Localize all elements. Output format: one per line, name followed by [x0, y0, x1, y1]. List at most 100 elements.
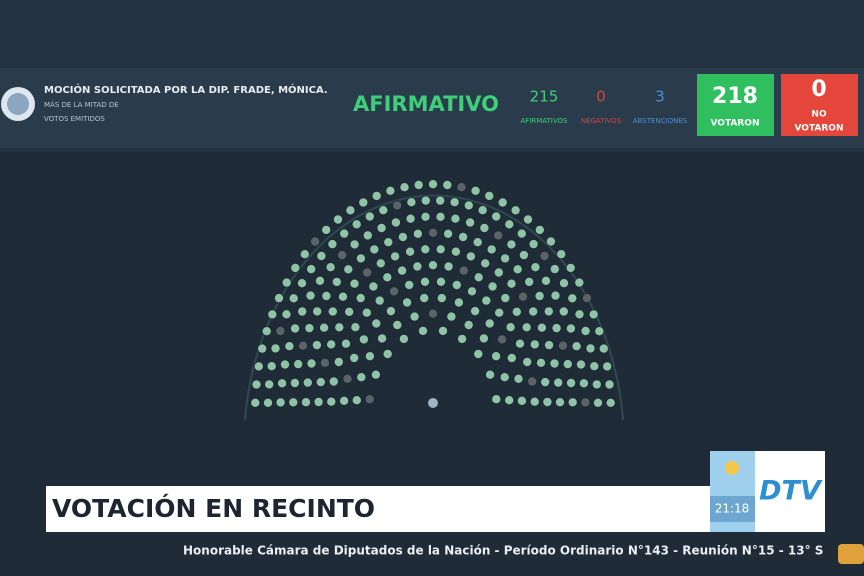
seat: [326, 396, 337, 407]
seat: [479, 222, 490, 233]
seat: [523, 214, 534, 225]
seat: [253, 361, 264, 372]
seat: [311, 340, 322, 351]
seat: [435, 244, 446, 255]
seat: [487, 281, 498, 292]
seat: [362, 230, 373, 241]
seat: [470, 306, 481, 317]
seat: [290, 262, 301, 273]
seat: [392, 200, 403, 211]
seat: [405, 213, 416, 224]
seat: [574, 309, 585, 320]
seat: [344, 306, 355, 317]
seat: [524, 276, 535, 287]
channel-panel: [755, 451, 825, 532]
seat: [506, 239, 517, 250]
seat: [385, 185, 396, 196]
seat: [470, 185, 481, 196]
seat: [582, 293, 593, 304]
seat: [378, 205, 389, 216]
seat: [585, 343, 596, 354]
seat: [465, 217, 476, 228]
seat: [427, 260, 438, 271]
seat: [382, 272, 393, 283]
seat: [500, 293, 511, 304]
seat: [536, 357, 547, 368]
seat: [331, 276, 342, 287]
seat: [405, 246, 416, 257]
seat: [499, 372, 510, 383]
seat: [604, 379, 615, 390]
majority: MÁS DE LA MITAD DE: [44, 100, 119, 109]
seat: [456, 182, 467, 193]
seat: [565, 323, 576, 334]
seat: [412, 228, 423, 239]
tally-count: 0: [596, 88, 606, 106]
seat: [315, 377, 326, 388]
seat: [566, 377, 577, 388]
banner-edge: [40, 486, 46, 532]
seat: [288, 397, 299, 408]
seat: [358, 334, 369, 345]
seat: [593, 397, 604, 408]
seat: [266, 361, 277, 372]
seat: [491, 351, 502, 362]
seat: [296, 278, 307, 289]
seat: [529, 339, 540, 350]
seat: [605, 397, 616, 408]
banner-title: VOTACIÓN EN RECINTO: [52, 493, 375, 523]
seat: [251, 379, 262, 390]
seat: [404, 279, 415, 290]
seat: [436, 293, 447, 304]
seat: [385, 306, 396, 317]
seat: [339, 395, 350, 406]
seat: [420, 244, 431, 255]
seat: [327, 306, 338, 317]
seat: [511, 306, 522, 317]
tally-count: 3: [655, 88, 665, 106]
seat: [333, 356, 344, 367]
seat: [565, 262, 576, 273]
seat: [574, 277, 585, 288]
seat: [473, 272, 484, 283]
seat: [493, 230, 504, 241]
seat: [491, 394, 502, 405]
seat: [453, 297, 464, 308]
seat: [350, 322, 361, 333]
seat: [443, 261, 454, 272]
seat: [325, 262, 336, 273]
seat: [580, 397, 591, 408]
seat: [321, 224, 332, 235]
seat: [397, 231, 408, 242]
seat: [277, 378, 288, 389]
seat: [299, 249, 310, 260]
seat: [576, 359, 587, 370]
seat: [297, 340, 308, 351]
seat: [435, 276, 446, 287]
seat: [327, 239, 338, 250]
seat: [388, 286, 399, 297]
seat: [370, 369, 381, 380]
seat: [491, 211, 502, 222]
seat: [450, 213, 461, 224]
seat: [465, 251, 476, 262]
seat: [355, 253, 366, 264]
seat: [521, 322, 532, 333]
seat: [356, 372, 367, 383]
seat: [376, 222, 387, 233]
seat: [534, 224, 545, 235]
motion: MOCIÓN SOLICITADA POR LA DIP. FRADE, MÓN…: [44, 83, 328, 96]
seat: [275, 325, 286, 336]
seat: [369, 244, 380, 255]
result: AFIRMATIVO: [353, 92, 499, 116]
seat: [540, 377, 551, 388]
seat: [541, 275, 552, 286]
seat: [473, 348, 484, 359]
seat: [450, 246, 461, 257]
seat: [313, 396, 324, 407]
seat: [591, 379, 602, 390]
seat: [589, 361, 600, 372]
seat: [362, 267, 373, 278]
seat: [257, 343, 268, 354]
seat: [334, 322, 345, 333]
